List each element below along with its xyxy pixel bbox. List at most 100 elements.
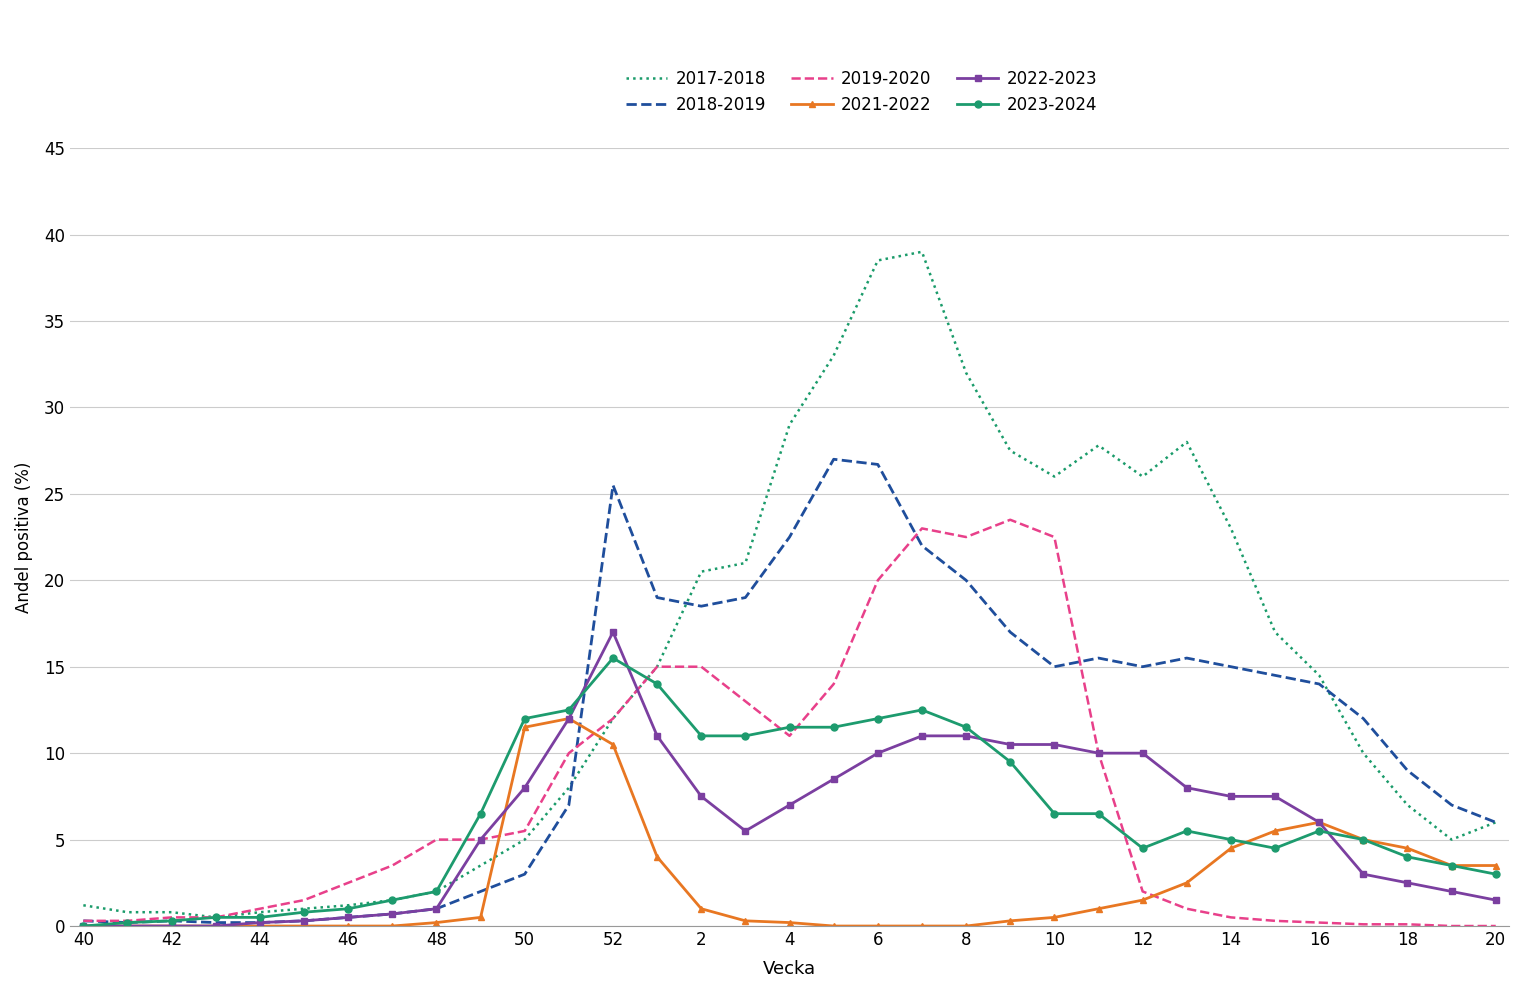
2021-2022 <box>913 921 931 932</box>
2021-2022 <box>736 915 754 926</box>
Legend: 2017-2018, 2018-2019, 2019-2020, 2021-2022, 2022-2023, 2023-2024: 2017-2018, 2018-2019, 2019-2020, 2021-20… <box>619 63 1103 121</box>
2019-2020 <box>1222 912 1241 923</box>
2017-2018 <box>604 713 622 725</box>
2023-2024 <box>1443 860 1462 872</box>
2019-2020 <box>251 903 270 915</box>
2021-2022 <box>1443 860 1462 872</box>
2023-2024 <box>692 730 710 742</box>
2023-2024 <box>604 652 622 664</box>
2019-2020 <box>604 713 622 725</box>
2018-2019 <box>736 592 754 604</box>
2018-2019 <box>1001 627 1020 638</box>
2018-2019 <box>1443 799 1462 811</box>
2022-2023 <box>692 790 710 802</box>
2021-2022 <box>1045 912 1064 923</box>
2018-2019 <box>1266 669 1285 681</box>
2023-2024 <box>1090 807 1108 819</box>
2017-2018 <box>736 557 754 569</box>
2018-2019 <box>648 592 666 604</box>
2021-2022 <box>780 917 799 928</box>
Line: 2023-2024: 2023-2024 <box>79 654 1500 929</box>
2022-2023 <box>1178 781 1196 793</box>
2022-2023 <box>957 730 975 742</box>
2022-2023 <box>471 834 489 846</box>
2021-2022 <box>1001 915 1020 926</box>
2023-2024 <box>1134 842 1152 854</box>
2021-2022 <box>251 921 270 932</box>
2023-2024 <box>824 721 843 733</box>
2022-2023 <box>1266 790 1285 802</box>
2018-2019 <box>913 540 931 552</box>
2019-2020 <box>1266 915 1285 926</box>
2022-2023 <box>515 781 533 793</box>
2022-2023 <box>1311 816 1329 828</box>
2017-2018 <box>294 903 312 915</box>
2019-2020 <box>75 915 93 926</box>
2022-2023 <box>1001 739 1020 751</box>
2018-2019 <box>207 917 226 928</box>
2021-2022 <box>957 921 975 932</box>
2018-2019 <box>869 459 887 471</box>
2021-2022 <box>163 921 181 932</box>
2021-2022 <box>559 713 578 725</box>
2022-2023 <box>1486 894 1504 906</box>
Line: 2019-2020: 2019-2020 <box>84 519 1495 926</box>
2019-2020 <box>471 834 489 846</box>
2022-2023 <box>427 903 445 915</box>
2022-2023 <box>736 825 754 837</box>
X-axis label: Vecka: Vecka <box>764 960 817 978</box>
2017-2018 <box>913 246 931 258</box>
2021-2022 <box>471 912 489 923</box>
2018-2019 <box>163 915 181 926</box>
2021-2022 <box>75 921 93 932</box>
2022-2023 <box>251 917 270 928</box>
2018-2019 <box>780 531 799 543</box>
2018-2019 <box>294 915 312 926</box>
2018-2019 <box>1222 660 1241 672</box>
2023-2024 <box>957 721 975 733</box>
2017-2018 <box>338 900 357 912</box>
2019-2020 <box>1355 919 1373 930</box>
2023-2024 <box>1045 807 1064 819</box>
2019-2020 <box>207 912 226 923</box>
Line: 2017-2018: 2017-2018 <box>84 252 1495 918</box>
2018-2019 <box>515 868 533 880</box>
Line: 2018-2019: 2018-2019 <box>84 459 1495 922</box>
2019-2020 <box>1090 747 1108 759</box>
2022-2023 <box>1443 886 1462 898</box>
2022-2023 <box>869 747 887 759</box>
2017-2018 <box>163 907 181 919</box>
2018-2019 <box>1045 660 1064 672</box>
2019-2020 <box>515 825 533 837</box>
2023-2024 <box>913 704 931 716</box>
2017-2018 <box>957 366 975 378</box>
2019-2020 <box>119 915 137 926</box>
2018-2019 <box>957 574 975 586</box>
2018-2019 <box>1355 713 1373 725</box>
2023-2024 <box>1399 851 1417 863</box>
2018-2019 <box>1178 652 1196 664</box>
2023-2024 <box>251 912 270 923</box>
2021-2022 <box>1222 842 1241 854</box>
2022-2023 <box>1134 747 1152 759</box>
2021-2022 <box>294 921 312 932</box>
2023-2024 <box>1486 868 1504 880</box>
2019-2020 <box>163 912 181 923</box>
2022-2023 <box>824 774 843 785</box>
2022-2023 <box>338 912 357 923</box>
2023-2024 <box>869 713 887 725</box>
2019-2020 <box>957 531 975 543</box>
2019-2020 <box>1443 921 1462 932</box>
2021-2022 <box>1134 894 1152 906</box>
2017-2018 <box>780 419 799 431</box>
2017-2018 <box>1178 436 1196 448</box>
2019-2020 <box>692 660 710 672</box>
2018-2019 <box>559 799 578 811</box>
2021-2022 <box>869 921 887 932</box>
2018-2019 <box>471 886 489 898</box>
Y-axis label: Andel positiva (%): Andel positiva (%) <box>15 462 34 613</box>
2017-2018 <box>1090 440 1108 452</box>
2021-2022 <box>1486 860 1504 872</box>
2022-2023 <box>75 921 93 932</box>
2019-2020 <box>1045 531 1064 543</box>
